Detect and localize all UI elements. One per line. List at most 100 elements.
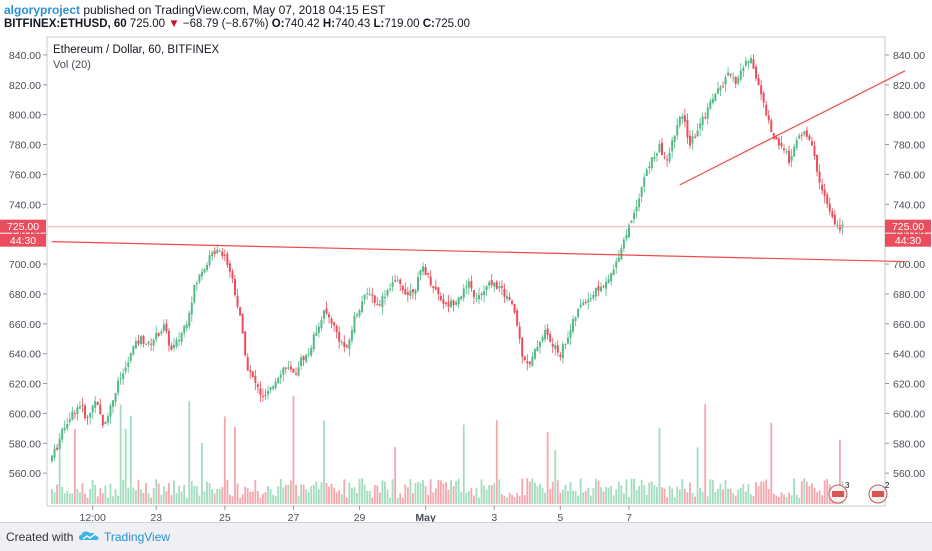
volume-bar: [465, 493, 468, 504]
volume-bar: [778, 497, 780, 504]
volume-bar: [518, 495, 521, 504]
volume-bar: [709, 479, 712, 504]
volume-bar: [198, 495, 201, 504]
volume-bar: [236, 483, 239, 504]
volume-bar: [406, 487, 409, 504]
y-tick-label-left: 560.00: [9, 468, 41, 480]
candle-body: [625, 235, 628, 240]
candle-body: [541, 337, 544, 341]
author-link[interactable]: algoryproject: [4, 3, 81, 17]
volume-bar: [513, 497, 516, 504]
candle-body: [760, 85, 763, 95]
candle-body: [437, 287, 440, 295]
volume-bar: [640, 479, 643, 504]
candle-body: [699, 123, 702, 129]
volume-bar: [343, 479, 346, 504]
volume-bar: [445, 482, 447, 504]
candle-body: [777, 138, 780, 146]
candle-body: [661, 142, 663, 156]
candle-body: [234, 278, 236, 295]
candle-body: [292, 368, 295, 373]
volume-bar: [452, 486, 455, 504]
price-chart[interactable]: 840.00 840.00 820.00 820.00 800.00 800.00 780.…: [0, 33, 932, 522]
candle-body: [536, 346, 539, 352]
volume-bar: [595, 478, 597, 504]
candle-body: [638, 198, 641, 208]
volume-bar: [739, 487, 742, 504]
volume-bar: [381, 480, 384, 504]
volume-bar: [259, 497, 262, 504]
candle-body: [216, 249, 219, 254]
volume-bar: [653, 485, 656, 504]
candle-body: [112, 400, 114, 407]
candle-body: [472, 290, 475, 298]
volume-bar: [673, 497, 676, 504]
candle-body: [808, 135, 811, 140]
candle-body: [688, 135, 691, 146]
volume-bar: [417, 481, 419, 504]
candle-body: [729, 73, 732, 76]
candle-body: [256, 384, 259, 388]
tradingview-brand-link[interactable]: TradingView: [104, 530, 171, 544]
candle-body: [523, 356, 526, 360]
volume-bar: [114, 489, 117, 504]
candle-body: [539, 341, 541, 347]
y-tick-label-left: 580.00: [9, 438, 41, 450]
volume-bar: [168, 483, 170, 504]
volume-bar: [190, 481, 193, 504]
volume-bar: [437, 479, 440, 504]
volume-bar: [348, 482, 351, 504]
volume-bar: [541, 488, 544, 504]
volume-bar: [485, 489, 488, 504]
volume-bar: [462, 424, 465, 504]
candle-body: [462, 288, 465, 298]
candle-body: [173, 344, 175, 348]
volume-bar: [305, 489, 308, 504]
candle-body: [66, 423, 69, 429]
candle-body: [361, 301, 364, 312]
volume-bar: [612, 495, 615, 504]
volume-bar: [531, 478, 534, 504]
volume-bar: [638, 485, 641, 504]
volume-bar: [63, 493, 66, 504]
candle-body: [605, 281, 608, 289]
candle-body: [450, 300, 453, 308]
volume-bar: [622, 493, 625, 504]
volume-bar: [384, 481, 386, 504]
candle-body: [414, 290, 417, 295]
volume-bar: [696, 447, 699, 504]
volume-bar: [582, 492, 585, 504]
candle-body: [96, 402, 99, 405]
volume-bar: [808, 485, 811, 504]
volume-bar: [175, 493, 178, 504]
volume-bar: [134, 490, 137, 504]
candle-body: [465, 286, 468, 288]
volume-bar: [780, 492, 783, 504]
candle-body: [305, 354, 308, 362]
x-tick-label: 27: [288, 512, 300, 522]
candle-body: [592, 294, 595, 299]
candle-body: [587, 299, 590, 303]
candle-body: [295, 373, 297, 375]
volume-bar: [439, 480, 442, 504]
volume-bar: [770, 423, 773, 504]
candle-body: [658, 143, 661, 153]
volume-bar: [732, 493, 735, 504]
volume-bar: [488, 485, 491, 504]
candle-body: [378, 304, 381, 306]
volume-bar: [567, 490, 569, 504]
candle-body: [528, 361, 531, 365]
volume-bar: [94, 484, 97, 504]
candle-body: [788, 150, 791, 163]
volume-bar: [351, 488, 353, 504]
volume-bar: [521, 478, 524, 504]
candle-body: [221, 251, 224, 257]
volume-bar: [180, 491, 183, 504]
candle-body: [117, 380, 120, 393]
volume-bar: [500, 494, 503, 504]
candle-body: [589, 298, 592, 300]
volume-bar: [821, 495, 824, 504]
volume-bar: [117, 495, 119, 504]
volume-bar: [783, 494, 785, 504]
candle-body: [793, 146, 796, 157]
